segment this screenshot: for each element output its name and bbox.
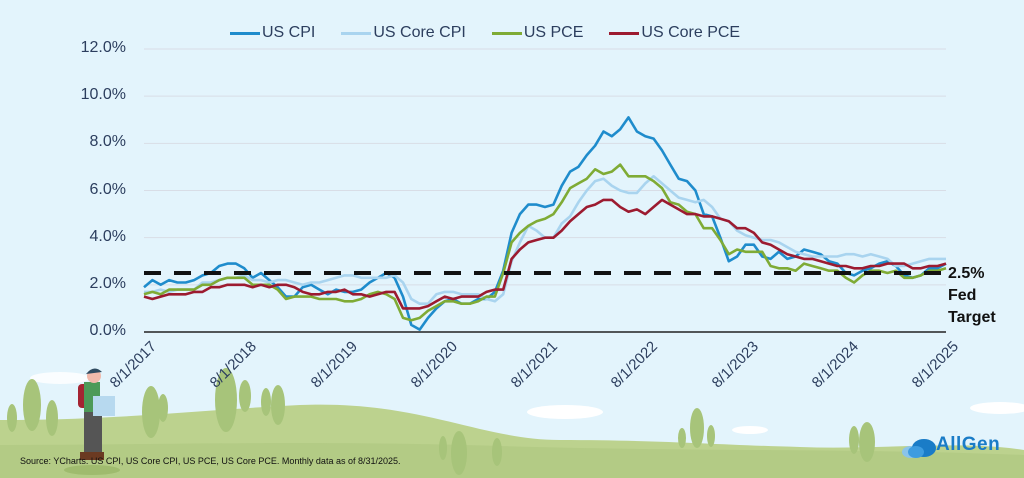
tree <box>492 438 502 466</box>
tree <box>849 426 859 454</box>
tree <box>46 400 58 436</box>
hiker-legs <box>84 412 102 452</box>
legend-label: US CPI <box>262 24 316 41</box>
legend-label: US Core CPI <box>373 24 466 41</box>
hiker-boots <box>80 452 104 460</box>
y-tick-label: 8.0% <box>89 133 126 151</box>
tree <box>439 436 447 460</box>
legend-item: US PCE <box>491 24 584 42</box>
fed-target-word2: Target <box>948 309 996 326</box>
legend-item: US Core PCE <box>609 24 740 42</box>
tree <box>859 422 875 462</box>
y-tick-label: 2.0% <box>89 274 126 292</box>
brand-name: AllGen <box>936 434 1001 455</box>
series-line-us-cpi <box>143 116 947 331</box>
cloud <box>970 402 1024 414</box>
series-line-us-core-pce <box>143 198 947 310</box>
tree <box>239 380 251 412</box>
tree <box>7 404 17 432</box>
cloud <box>30 372 90 384</box>
hiker-map <box>93 396 115 416</box>
tree <box>690 408 704 448</box>
tree <box>142 386 160 438</box>
hill-front <box>0 443 1024 478</box>
tree <box>707 425 715 447</box>
y-tick-label: 0.0% <box>89 322 126 339</box>
fed-target-word1: Fed <box>948 287 977 304</box>
trees <box>7 368 875 475</box>
tree <box>678 428 686 448</box>
series-lines <box>143 116 947 331</box>
legend-item: US Core CPI <box>341 24 466 42</box>
chart-legend: US CPI US Core CPI US PCE US Core PCE <box>230 24 740 42</box>
cloud <box>527 405 603 419</box>
allgen-logo-icon <box>902 439 936 458</box>
tree <box>261 388 271 416</box>
tree <box>271 385 285 425</box>
series-line-us-pce <box>143 163 947 322</box>
legend-label: US PCE <box>523 24 584 41</box>
hiker-cap <box>86 368 102 374</box>
tree <box>23 379 41 431</box>
legend-swatch <box>491 31 522 35</box>
fed-target-value: 2.5% <box>948 265 985 282</box>
cloud <box>732 426 768 434</box>
legend-swatch <box>341 31 372 35</box>
tree <box>215 368 237 432</box>
y-tick-label: 6.0% <box>89 180 126 198</box>
fed-target-label: 2.5% Fed Target <box>948 263 996 329</box>
legend-swatch <box>230 31 260 35</box>
hiker-shadow <box>64 465 120 475</box>
tree <box>158 394 168 422</box>
hiker-illustration <box>64 368 120 475</box>
y-tick-label: 4.0% <box>89 227 126 245</box>
grid-lines <box>144 48 946 286</box>
legend-item: US CPI <box>230 24 315 42</box>
legend-label: US Core PCE <box>641 24 741 41</box>
legend-swatch <box>609 31 640 35</box>
y-tick-label: 12.0% <box>80 39 126 56</box>
background-scenery <box>0 368 1024 478</box>
tree <box>451 431 467 475</box>
source-note: Source: YCharts. US CPI, US Core CPI, US… <box>20 456 401 466</box>
allgen-logo: AllGen <box>902 434 1000 456</box>
y-tick-label: 10.0% <box>80 86 126 104</box>
